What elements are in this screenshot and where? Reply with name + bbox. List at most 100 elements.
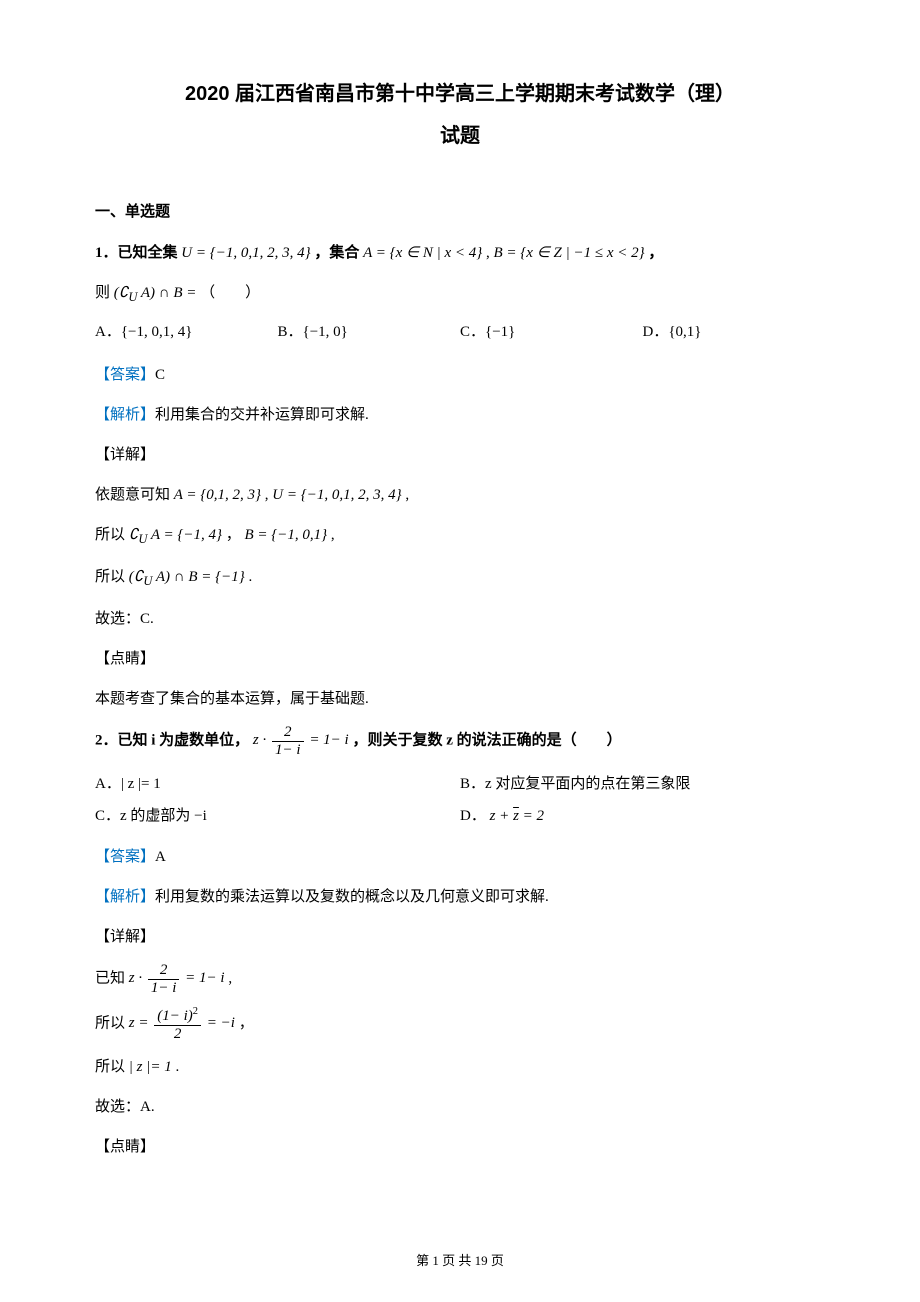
q2-d1-frac: 2 1− i (148, 962, 180, 996)
q2-d1-den: 1− i (148, 980, 180, 997)
q1-opt-d: D．{0,1} (643, 320, 826, 344)
q1-d3-complement-sub: U (143, 574, 152, 588)
q2-opt-c: C．z 的虚部为 −i (95, 804, 460, 828)
q2-opt-b: B．z 对应复平面内的点在第三象限 (460, 772, 825, 796)
q2-d3: 所以 | z |= 1 . (95, 1052, 825, 1082)
q1-opt-a: A．{−1, 0,1, 4} (95, 320, 278, 344)
q2-frac-num: 2 (272, 724, 304, 742)
q2-d2: 所以 z = (1− i)2 2 = −i ， (95, 1006, 825, 1042)
q1-d2-c: A = {−1, 4} (151, 527, 222, 543)
q1-opt-c: C．{−1} (460, 320, 643, 344)
q2-d1-c: , (228, 970, 232, 986)
q1-hint-label: 【点睛】 (95, 644, 825, 674)
q2-expr-post: = 1− i (309, 732, 348, 748)
q2-d3-b: | z |= 1 (129, 1059, 172, 1075)
q2-d2-post: = −i (207, 1015, 235, 1031)
q1-explain: 【解析】利用集合的交并补运算即可求解. (95, 400, 825, 430)
q1-stem-line1: 1．已知全集 U = {−1, 0,1, 2, 3, 4} ，集合 A = {x… (95, 238, 825, 268)
q2-d2-frac: (1− i)2 2 (154, 1006, 201, 1042)
q2-d1: 已知 z · 2 1− i = 1− i , (95, 962, 825, 996)
q2-stem-expr: z · 2 1− i = 1− i (253, 732, 353, 748)
page: 2020 届江西省南昌市第十中学高三上学期期末考试数学（理） 试题 一、单选题 … (0, 0, 920, 1302)
q1-d1: 依题意可知 A = {0,1, 2, 3} , U = {−1, 0,1, 2,… (95, 480, 825, 510)
q1-d2-d: ， (226, 527, 241, 543)
q1-answer-val: C (155, 367, 165, 383)
q2-opt-d: D． z + z = 2 (460, 804, 825, 828)
doc-subtitle: 试题 (95, 120, 825, 152)
explain-label: 【解析】 (95, 407, 155, 423)
q1-answer: 【答案】C (95, 360, 825, 390)
q1-d2-a: 所以 (95, 527, 125, 543)
q2-explain-text: 利用复数的乘法运算以及复数的概念以及几何意义即可求解. (155, 889, 549, 905)
q1-d1-a: 依题意可知 (95, 487, 170, 503)
q1-d3-a: 所以 (95, 569, 125, 585)
q1-choose: 故选：C. (95, 604, 825, 634)
q1-hint: 本题考查了集合的基本运算，属于基础题. (95, 684, 825, 714)
q2-stem-c: ，则关于复数 z 的说法正确的是（ ） (352, 732, 621, 748)
q1-stem-d: A = {x ∈ N | x < 4} (363, 245, 482, 261)
q2-opt-d-a: D． (460, 808, 486, 824)
q1-d2-b: ∁U A = {−1, 4} (129, 527, 226, 543)
q2-d1-a: 已知 (95, 970, 125, 986)
q1-stem2-b: (∁U A) ∩ B = (114, 285, 200, 301)
q2-d2-a: 所以 (95, 1015, 125, 1031)
q1-stem2-a: 则 (95, 285, 110, 301)
q2-options: A．| z |= 1 B．z 对应复平面内的点在第三象限 C．z 的虚部为 −i… (95, 768, 825, 832)
q1-d3-d: . (248, 569, 252, 585)
q2-d1-pre: z · (129, 970, 142, 986)
q2-detail-label: 【详解】 (95, 922, 825, 952)
q1-stem-a: 1．已知全集 (95, 245, 178, 261)
q1-d1-e: , (405, 487, 409, 503)
q2-d2-num: (1− i)2 (154, 1006, 201, 1026)
q1-d2-e: B = {−1, 0,1} (244, 527, 327, 543)
q2-opt-d-b: z + (490, 808, 513, 824)
doc-title: 2020 届江西省南昌市第十中学高三上学期期末考试数学（理） (95, 78, 825, 110)
q2-opt-d-d: = 2 (519, 808, 544, 824)
q2-d1-post: = 1− i (185, 970, 224, 986)
q1-d1-d: U = {−1, 0,1, 2, 3, 4} (272, 487, 401, 503)
page-footer: 第 1 页 共 19 页 (0, 1251, 920, 1272)
q1-d2-complement-sub: U (138, 532, 147, 546)
q2-frac: 2 1− i (272, 724, 304, 758)
q1-stem-line2: 则 (∁U A) ∩ B = （ ） (95, 278, 825, 310)
q1-d2-b-txt: ∁ (129, 527, 139, 543)
q1-d2-f: , (331, 527, 335, 543)
q2-d2-pre: z = (129, 1015, 152, 1031)
q2-d2-c: ， (239, 1015, 254, 1031)
q2-answer: 【答案】A (95, 842, 825, 872)
q1-stem2-d: （ ） (200, 285, 260, 301)
q1-stem-e: , (486, 245, 494, 261)
q1-stem-c: ，集合 (314, 245, 359, 261)
q1-stem2-c: A) ∩ B = (141, 285, 197, 301)
q1-options: A．{−1, 0,1, 4} B．{−1, 0} C．{−1} D．{0,1} (95, 320, 825, 344)
q2-stem: 2．已知 i 为虚数单位， z · 2 1− i = 1− i ，则关于复数 z… (95, 724, 825, 758)
q1-d1-b: A = {0,1, 2, 3} (174, 487, 261, 503)
section-heading-1: 一、单选题 (95, 200, 825, 224)
q2-stem-a: 2．已知 i 为虚数单位， (95, 732, 249, 748)
q2-d1-expr: z · 2 1− i = 1− i (129, 970, 229, 986)
answer-label: 【答案】 (95, 367, 155, 383)
explain-label-2: 【解析】 (95, 889, 155, 905)
q1-stem-g: ， (648, 245, 663, 261)
answer-label-2: 【答案】 (95, 849, 155, 865)
q1-d3-c: A) ∩ B = {−1} (156, 569, 245, 585)
q1-stem2-b-txt: (∁ (114, 285, 129, 301)
q2-d3-c: . (175, 1059, 179, 1075)
q2-d2-expr: z = (1− i)2 2 = −i (129, 1015, 239, 1031)
q2-opt-a: A．| z |= 1 (95, 772, 460, 796)
q2-d2-sup: 2 (193, 1006, 198, 1017)
q1-d3: 所以 (∁U A) ∩ B = {−1} . (95, 562, 825, 594)
q2-hint-label: 【点睛】 (95, 1132, 825, 1162)
q2-d3-a: 所以 (95, 1059, 125, 1075)
q2-d2-den: 2 (154, 1026, 201, 1043)
q1-d3-b-txt: (∁ (129, 569, 144, 585)
q1-d2: 所以 ∁U A = {−1, 4} ， B = {−1, 0,1} , (95, 520, 825, 552)
q1-complement-sub: U (128, 290, 137, 304)
q2-d1-num: 2 (148, 962, 180, 980)
q2-opt-d-expr: z + z = 2 (490, 808, 544, 824)
q2-explain: 【解析】利用复数的乘法运算以及复数的概念以及几何意义即可求解. (95, 882, 825, 912)
q1-stem-f: B = {x ∈ Z | −1 ≤ x < 2} (494, 245, 645, 261)
q1-d3-b: (∁U A) ∩ B = {−1} (129, 569, 249, 585)
q2-expr-pre: z · (253, 732, 266, 748)
q1-opt-b: B．{−1, 0} (278, 320, 461, 344)
